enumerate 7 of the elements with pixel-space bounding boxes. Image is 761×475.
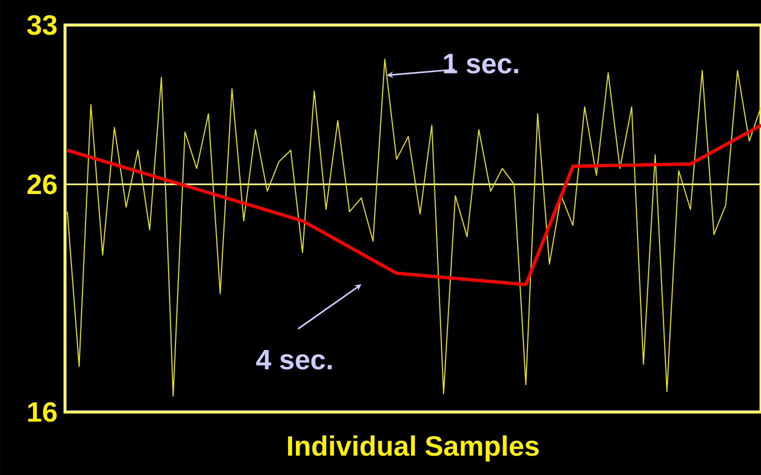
x-axis-title: Individual Samples bbox=[288, 435, 539, 462]
y-tick-label: 16 bbox=[28, 402, 57, 422]
annotation: 4 sec. bbox=[256, 350, 332, 370]
y-tick-label: 33 bbox=[27, 15, 57, 35]
annotation: 1 sec. bbox=[444, 54, 518, 74]
y-tick-label: 26 bbox=[27, 174, 57, 194]
line-series bbox=[66, 124, 761, 286]
